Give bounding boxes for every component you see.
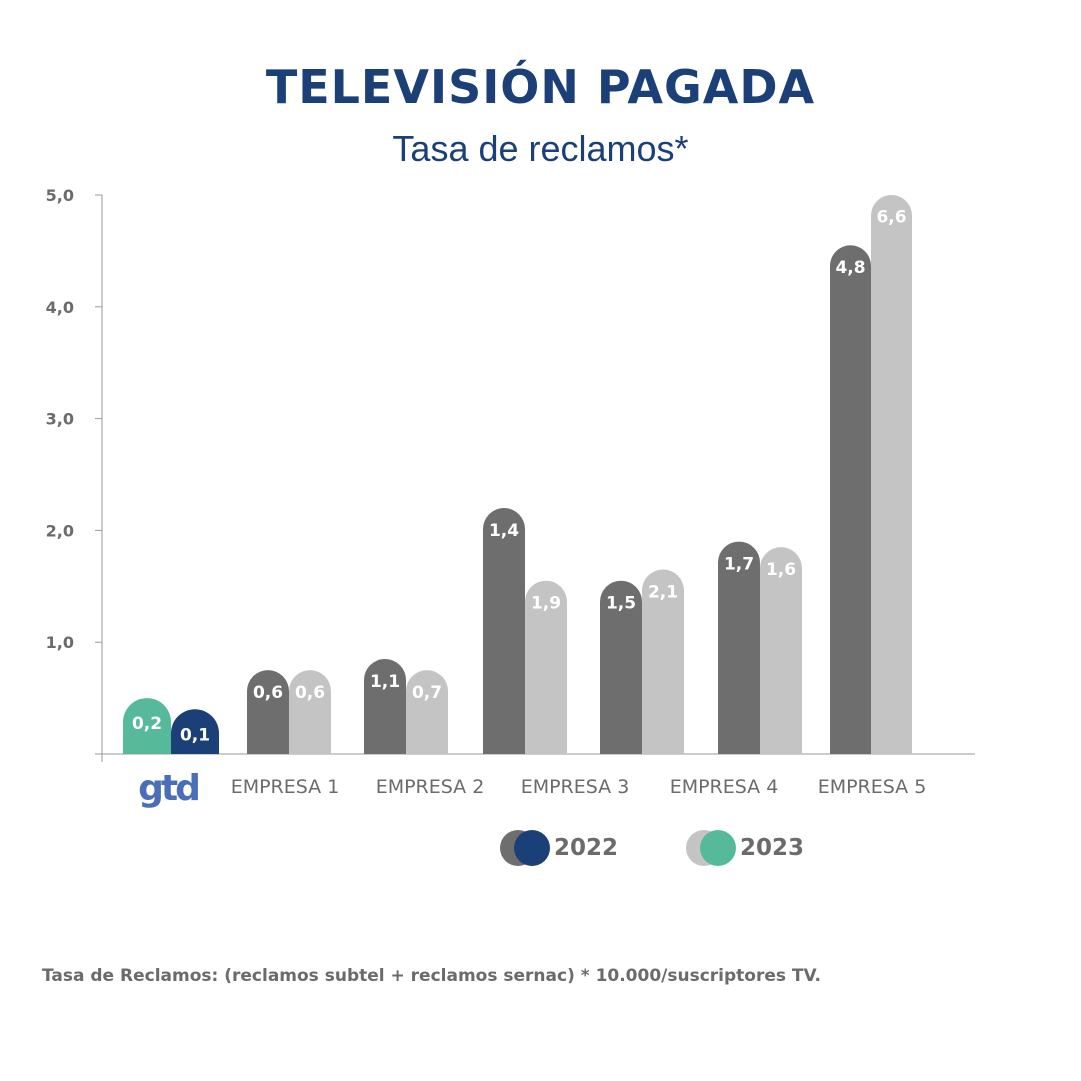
footnote: Tasa de Reclamos: (reclamos subtel + rec… bbox=[42, 966, 821, 986]
bar-2022 bbox=[830, 245, 871, 754]
legend-item-2022: 2022 bbox=[500, 828, 618, 868]
bar-2022 bbox=[247, 670, 289, 754]
bar-2023 bbox=[525, 580, 567, 754]
bar-2022 bbox=[718, 541, 760, 754]
data-label: 1,7 bbox=[724, 555, 754, 575]
data-label: 4,8 bbox=[835, 258, 865, 278]
bar-2023 bbox=[642, 569, 684, 754]
data-label: 0,2 bbox=[132, 714, 162, 734]
data-label: 1,1 bbox=[370, 672, 400, 692]
bar-2022 bbox=[364, 658, 406, 754]
x-tick-label: EMPRESA 1 bbox=[231, 776, 340, 798]
chart-subtitle: Tasa de reclamos* bbox=[392, 128, 689, 169]
legend-item-2023: 2023 bbox=[686, 828, 804, 868]
legend-label-2023: 2023 bbox=[740, 835, 805, 861]
data-label: 1,5 bbox=[606, 594, 636, 614]
y-tick-label: 3,0 bbox=[46, 410, 74, 429]
legend-label-2022: 2022 bbox=[554, 835, 619, 861]
bar-2022 bbox=[483, 508, 525, 754]
y-tick-label: 4,0 bbox=[46, 298, 74, 317]
y-tick-label: 2,0 bbox=[46, 521, 74, 540]
chart-title: TELEVISIÓN PAGADA bbox=[265, 60, 816, 114]
x-tick-label: EMPRESA 5 bbox=[818, 776, 927, 798]
data-label: 0,7 bbox=[412, 683, 442, 703]
data-label: 0,1 bbox=[180, 725, 210, 745]
data-label: 1,9 bbox=[531, 594, 561, 614]
y-tick-label: 1,0 bbox=[46, 633, 74, 652]
data-label: 0,6 bbox=[295, 683, 325, 703]
legend-2022-circles-icon bbox=[500, 830, 552, 866]
bar-2023 bbox=[406, 670, 448, 754]
bar-2023 bbox=[289, 670, 331, 754]
x-tick-label: EMPRESA 3 bbox=[521, 776, 630, 798]
data-label: 2,1 bbox=[648, 583, 678, 603]
data-label: 1,4 bbox=[489, 521, 519, 541]
bar-2022 bbox=[123, 698, 171, 754]
bar-2023 bbox=[171, 709, 219, 754]
y-tick-label: 5,0 bbox=[46, 186, 74, 205]
data-label: 6,6 bbox=[876, 208, 906, 228]
x-tick-label: EMPRESA 2 bbox=[376, 776, 485, 798]
data-label: 1,6 bbox=[766, 560, 796, 580]
legend-2023-circles-icon bbox=[686, 830, 738, 866]
gtd-logo: gtd bbox=[138, 768, 198, 809]
bar-2022 bbox=[600, 580, 642, 754]
bar-2023 bbox=[760, 547, 802, 754]
x-tick-label: EMPRESA 4 bbox=[670, 776, 779, 798]
bar-2023 bbox=[871, 194, 912, 754]
data-label: 0,6 bbox=[253, 683, 283, 703]
